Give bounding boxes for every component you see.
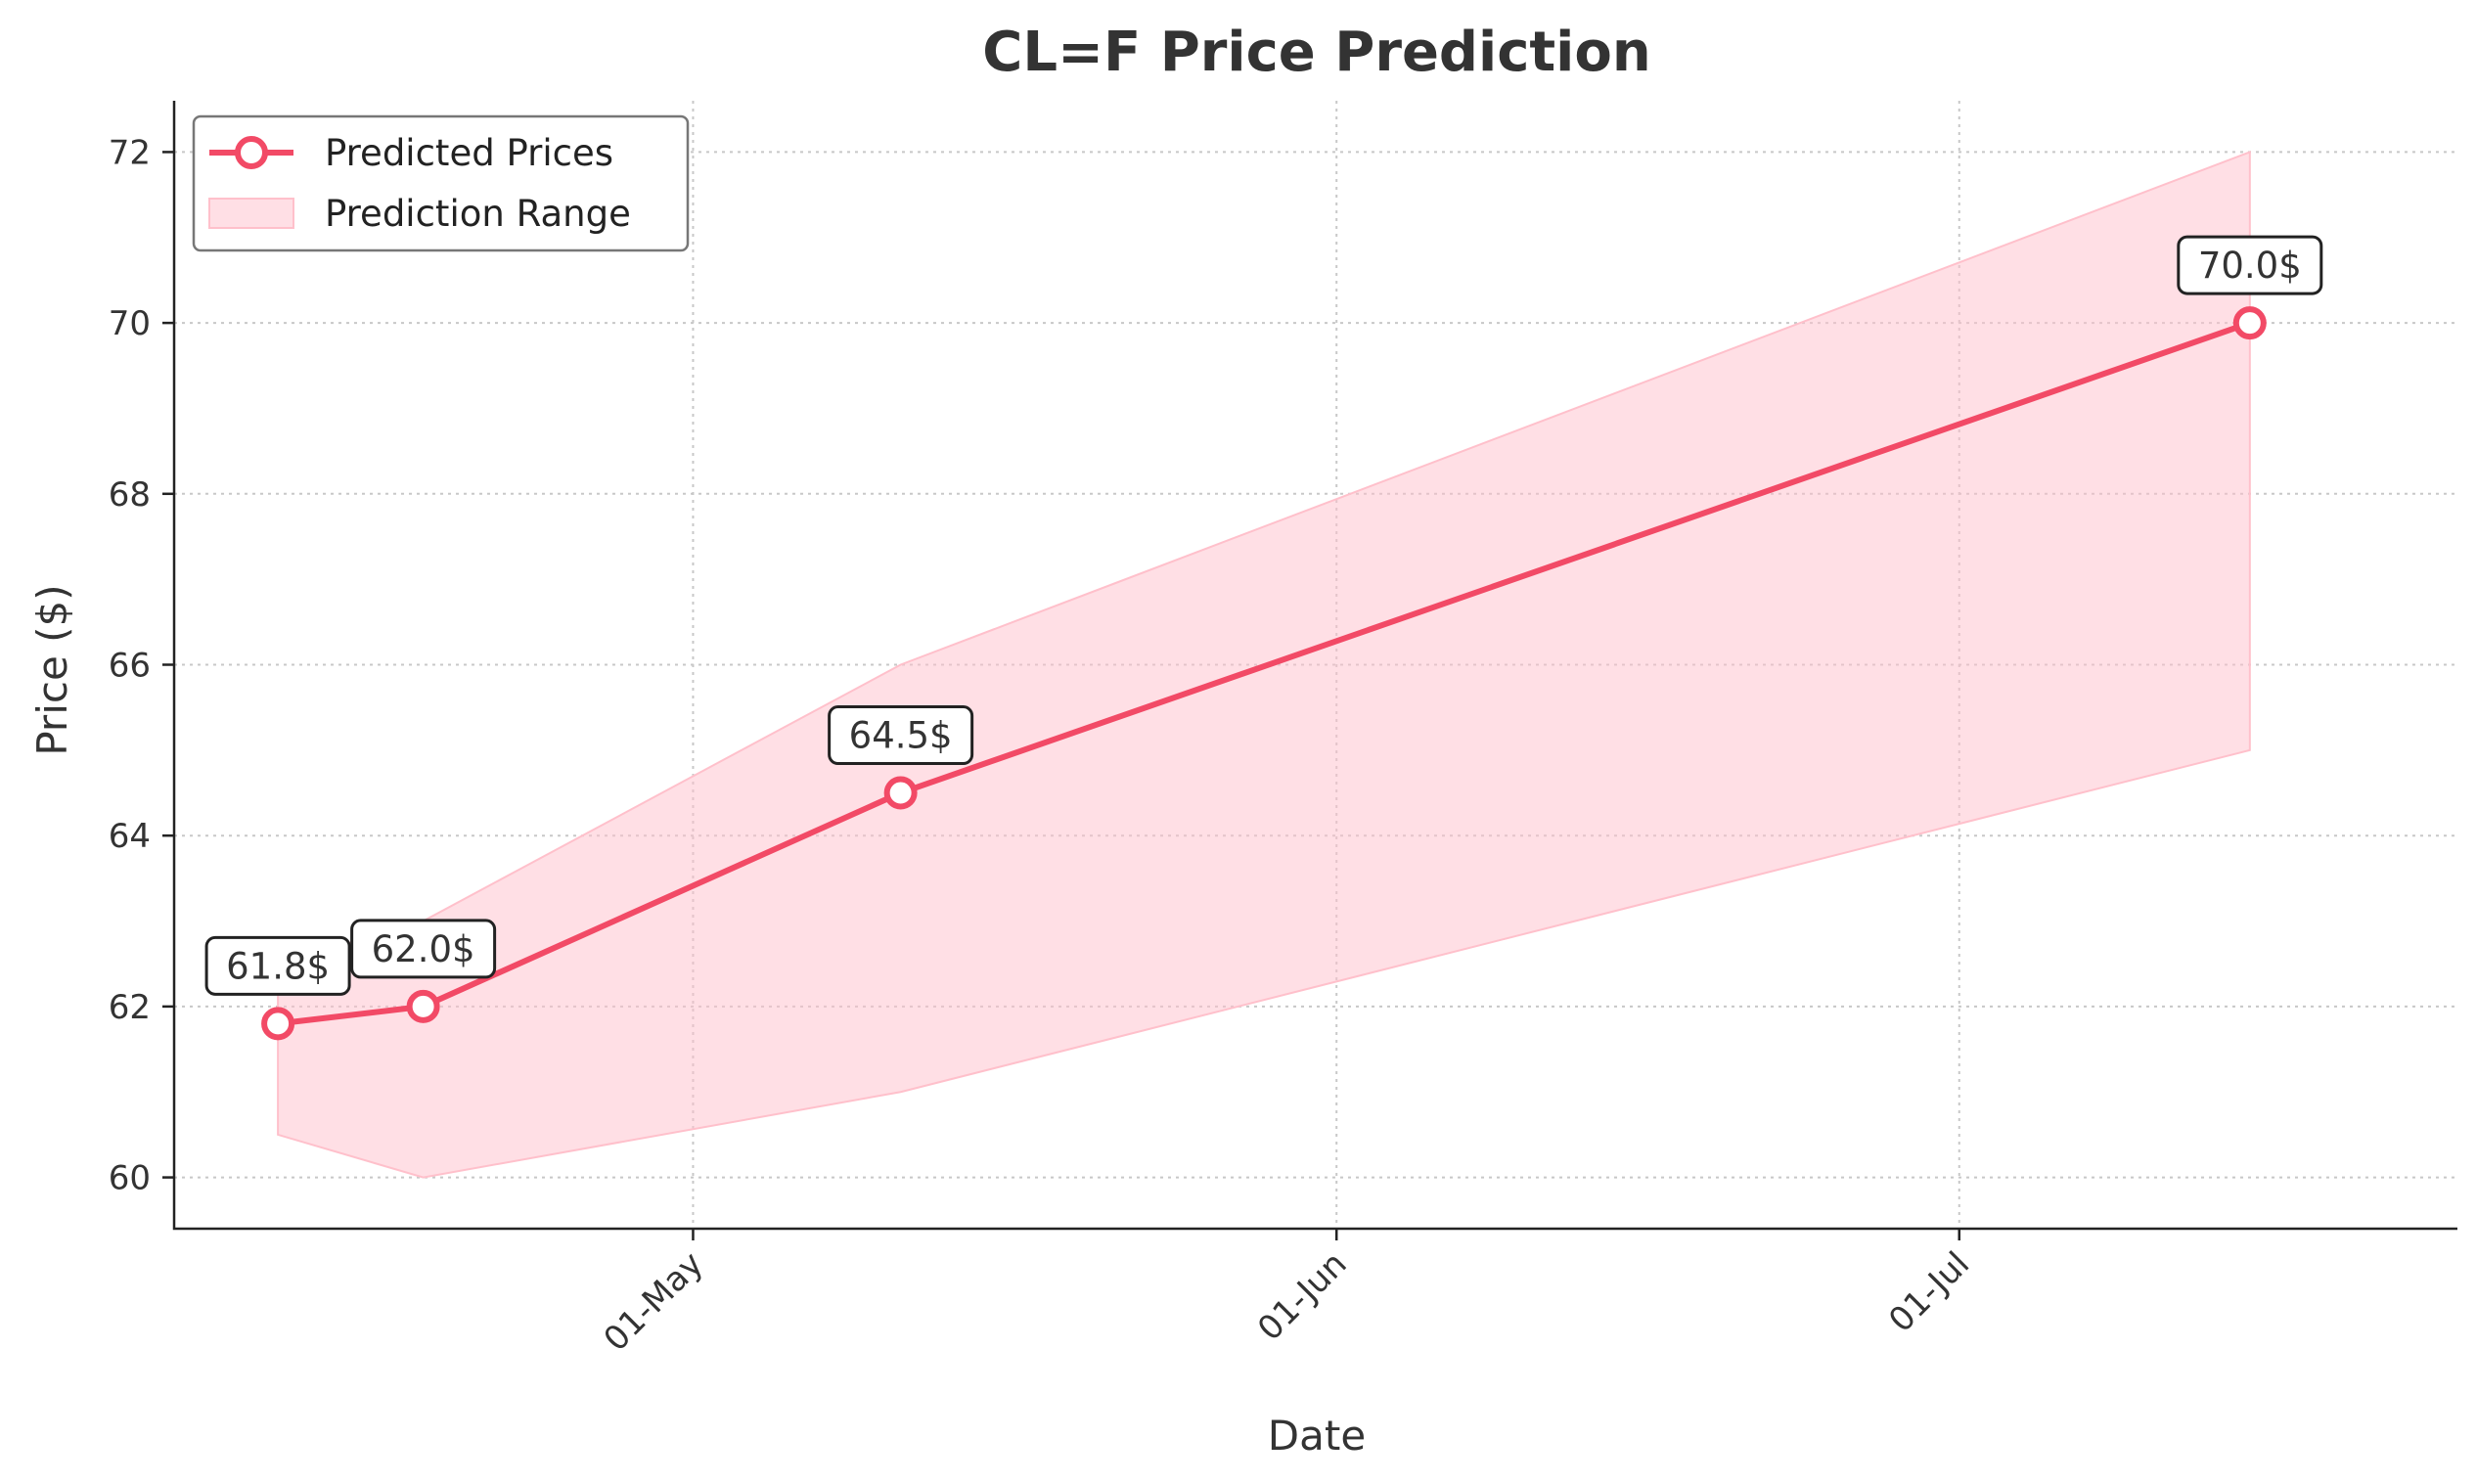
legend-range-swatch: [208, 198, 294, 229]
data-label: 70.0$: [2198, 245, 2302, 287]
data-label-box: [350, 919, 497, 979]
y-tick-label: 66: [109, 647, 151, 686]
data-label: 61.8$: [226, 945, 330, 987]
legend: Predicted Prices Prediction Range: [192, 114, 690, 252]
y-tick-label: 60: [109, 1159, 151, 1198]
chart-title: CL=F Price Prediction: [982, 21, 1650, 84]
data-label: 62.0$: [372, 928, 475, 970]
x-tick-label: 01-Jun: [1250, 1244, 1354, 1348]
y-tick-label: 68: [109, 475, 151, 515]
x-tick-label: 01-Jul: [1881, 1244, 1977, 1340]
legend-marker-swatch: [235, 136, 268, 169]
predicted-price-point: [883, 776, 918, 810]
legend-predicted-prices: Predicted Prices: [325, 132, 613, 174]
predicted-price-point: [2232, 306, 2267, 340]
data-label-box: [204, 935, 351, 996]
y-tick-label: 70: [109, 304, 151, 343]
y-axis-label: Price ($): [28, 584, 76, 755]
x-axis-label: Date: [1268, 1412, 1366, 1460]
data-label-box: [828, 705, 974, 766]
x-tick-label: 01-May: [597, 1244, 711, 1359]
y-tick-label: 62: [109, 988, 151, 1027]
axis-spines: [172, 101, 2457, 1231]
y-tick-label: 72: [109, 133, 151, 172]
predicted-prices-line: [277, 320, 2251, 1027]
predicted-price-point: [261, 1007, 295, 1041]
axes: [162, 101, 2457, 1240]
data-labels: 61.8$ 62.0$ 64.5$ 70.0$: [204, 235, 2323, 996]
data-label: 64.5$: [849, 715, 953, 757]
data-label-box: [2177, 235, 2323, 295]
y-tick-label: 64: [109, 817, 151, 856]
legend-frame: [192, 114, 690, 252]
predicted-price-point: [406, 989, 440, 1023]
legend-prediction-range: Prediction Range: [325, 193, 631, 235]
predicted-prices-series: [261, 306, 2267, 1041]
